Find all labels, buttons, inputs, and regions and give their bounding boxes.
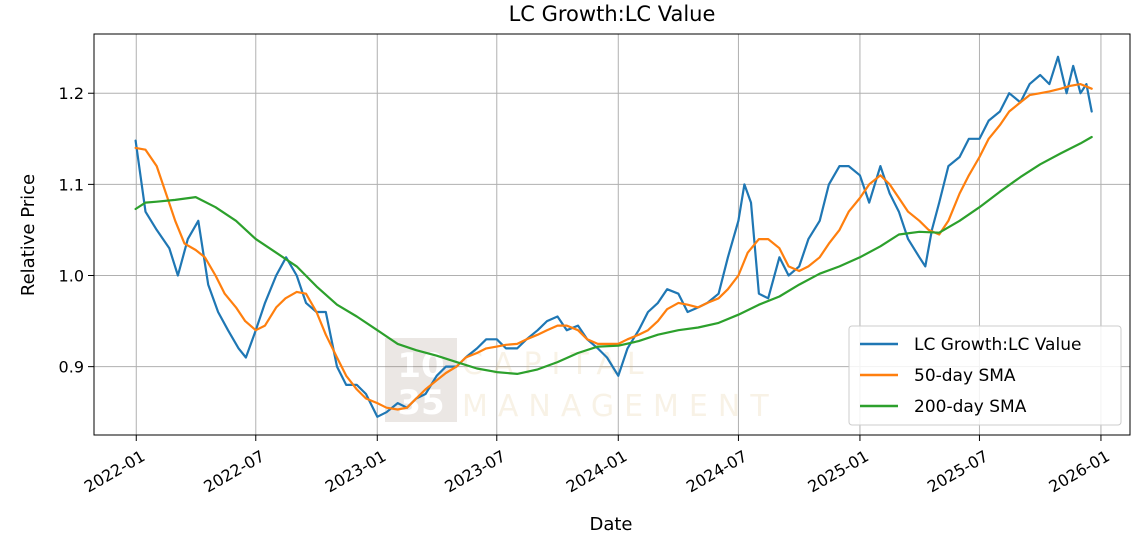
watermark-line1: CAPITAL <box>462 347 654 382</box>
watermark: 10 35 CAPITAL MANAGEMENT <box>385 338 779 424</box>
y-tick-label: 1.0 <box>59 267 84 286</box>
y-tick-label: 0.9 <box>59 358 84 377</box>
series-line-lc-growth-lc-value <box>134 55 1093 418</box>
series-line-50-day-sma <box>134 82 1093 411</box>
x-tick-label: 2023-07 <box>441 446 508 496</box>
legend-label-series-1: LC Growth:LC Value <box>914 335 1081 355</box>
x-tick-label: 2023-01 <box>322 446 389 496</box>
legend-label-series-2: 50-day SMA <box>914 366 1016 386</box>
legend-box <box>848 325 1122 426</box>
chart-title: LC Growth:LC Value <box>509 2 716 26</box>
x-tick-label: 2024-07 <box>683 446 750 496</box>
x-tick-label: 2022-01 <box>81 446 148 496</box>
legend-label-series-3: 200-day SMA <box>914 397 1027 417</box>
series-line-200-day-sma <box>134 135 1093 375</box>
x-tick-label: 2024-01 <box>563 446 630 496</box>
watermark-logo-bottom: 35 <box>397 383 444 423</box>
y-axis: 0.9 1.0 1.1 1.2 <box>59 84 94 377</box>
x-tick-label: 2025-07 <box>924 446 991 496</box>
watermark-line2: MANAGEMENT <box>462 389 779 424</box>
legend: LC Growth:LC Value 50-day SMA 200-day SM… <box>848 325 1122 426</box>
x-axis: 2022-01 2022-07 2023-01 2023-07 2024-01 2024-… <box>81 435 1113 496</box>
y-axis-label: Relative Price <box>18 174 39 296</box>
x-tick-label: 2025-01 <box>805 446 872 496</box>
y-tick-label: 1.1 <box>59 175 84 194</box>
x-tick-label: 2022-07 <box>200 446 267 496</box>
series-layer <box>134 55 1093 418</box>
y-tick-label: 1.2 <box>59 84 84 103</box>
x-tick-label: 2026-01 <box>1046 446 1113 496</box>
plot-area-frame <box>93 33 1131 436</box>
x-axis-label: Date <box>589 514 632 535</box>
